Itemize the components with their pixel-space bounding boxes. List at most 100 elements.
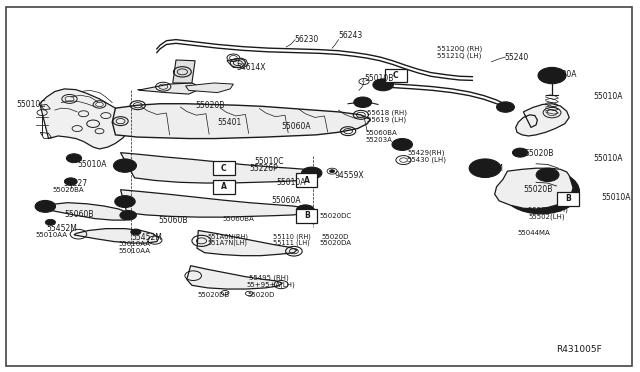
Circle shape xyxy=(301,167,322,179)
Text: 55619 (LH): 55619 (LH) xyxy=(367,116,406,122)
Circle shape xyxy=(513,148,528,157)
Text: 55060B: 55060B xyxy=(65,211,94,219)
Polygon shape xyxy=(74,229,159,243)
Text: 55010C: 55010C xyxy=(17,100,46,109)
Circle shape xyxy=(469,159,501,177)
Text: 55020BA: 55020BA xyxy=(53,187,84,193)
Text: 55010AA: 55010AA xyxy=(36,232,68,238)
Text: A: A xyxy=(304,176,310,185)
Text: 55060A: 55060A xyxy=(271,196,301,205)
Text: 56230: 56230 xyxy=(294,35,318,44)
Polygon shape xyxy=(516,104,569,136)
Text: 55010AA: 55010AA xyxy=(118,248,150,254)
Circle shape xyxy=(35,201,56,212)
FancyBboxPatch shape xyxy=(385,69,406,83)
Circle shape xyxy=(131,229,141,235)
Text: 55020DA: 55020DA xyxy=(319,240,351,246)
Text: 55010C: 55010C xyxy=(254,157,284,166)
Circle shape xyxy=(67,154,82,163)
Text: 55618 (RH): 55618 (RH) xyxy=(367,109,407,116)
Text: 55203A: 55203A xyxy=(365,137,392,143)
Text: 56243: 56243 xyxy=(339,31,363,41)
Text: 55501 (RH): 55501 (RH) xyxy=(529,207,568,213)
Text: 55020B: 55020B xyxy=(525,149,554,158)
Text: 55401: 55401 xyxy=(218,118,242,127)
Circle shape xyxy=(296,205,314,215)
Text: 55060A: 55060A xyxy=(281,122,311,131)
Polygon shape xyxy=(120,190,307,217)
Circle shape xyxy=(330,170,335,173)
Text: 55010A: 55010A xyxy=(602,193,631,202)
Polygon shape xyxy=(120,153,314,183)
Circle shape xyxy=(544,71,560,80)
Text: 55240: 55240 xyxy=(504,52,529,61)
Polygon shape xyxy=(112,104,371,138)
Text: 55060BA: 55060BA xyxy=(223,216,254,222)
Circle shape xyxy=(392,138,412,150)
Text: 55044MA: 55044MA xyxy=(517,230,550,237)
Text: 55020D: 55020D xyxy=(248,292,275,298)
Text: 55020D: 55020D xyxy=(321,234,349,240)
Text: 55044M: 55044M xyxy=(472,164,503,173)
Circle shape xyxy=(536,168,559,182)
Text: 551A7N(LH): 551A7N(LH) xyxy=(208,240,248,246)
Text: 55080A: 55080A xyxy=(548,70,577,79)
Text: R431005F: R431005F xyxy=(557,345,602,354)
Circle shape xyxy=(538,189,545,194)
Text: 55020DB: 55020DB xyxy=(197,292,229,298)
Text: 55227: 55227 xyxy=(63,179,87,187)
Polygon shape xyxy=(138,83,198,94)
Text: 55120Q (RH): 55120Q (RH) xyxy=(437,46,483,52)
Text: 55121Q (LH): 55121Q (LH) xyxy=(437,52,482,59)
Text: 55429(RH): 55429(RH) xyxy=(407,150,445,156)
Text: A: A xyxy=(221,182,227,191)
Text: C: C xyxy=(393,71,399,80)
Polygon shape xyxy=(39,89,131,149)
FancyBboxPatch shape xyxy=(296,209,317,222)
Circle shape xyxy=(45,219,56,225)
Text: 55010A: 55010A xyxy=(276,178,305,187)
Text: 55020B: 55020B xyxy=(195,101,225,110)
Text: 55020B: 55020B xyxy=(524,185,553,194)
Circle shape xyxy=(497,102,515,112)
Circle shape xyxy=(115,196,135,208)
Circle shape xyxy=(522,180,560,203)
Text: 55010B: 55010B xyxy=(364,74,394,83)
Circle shape xyxy=(113,159,136,172)
Text: 55010A: 55010A xyxy=(593,154,623,163)
Polygon shape xyxy=(173,60,195,83)
Text: 55452M: 55452M xyxy=(47,224,77,233)
Polygon shape xyxy=(495,168,573,209)
FancyBboxPatch shape xyxy=(213,161,235,175)
Text: 55111 (LH): 55111 (LH) xyxy=(273,240,310,246)
Text: 55060B: 55060B xyxy=(159,217,188,225)
Circle shape xyxy=(481,166,489,170)
Text: B: B xyxy=(565,195,571,203)
Text: 54614X: 54614X xyxy=(237,63,266,72)
Polygon shape xyxy=(187,266,282,289)
Text: B: B xyxy=(304,211,310,220)
Text: 55060BA: 55060BA xyxy=(365,130,397,136)
Text: 55502(LH): 55502(LH) xyxy=(529,214,565,220)
Text: 55226P: 55226P xyxy=(249,164,278,173)
Circle shape xyxy=(503,169,579,214)
Text: 55010A: 55010A xyxy=(593,92,623,101)
Text: 55495 (RH): 55495 (RH) xyxy=(249,275,289,281)
Text: 55010A: 55010A xyxy=(77,160,107,169)
Polygon shape xyxy=(40,203,131,220)
Text: 55430 (LH): 55430 (LH) xyxy=(407,156,446,163)
FancyBboxPatch shape xyxy=(213,180,235,193)
Polygon shape xyxy=(227,58,248,68)
Circle shape xyxy=(538,67,566,84)
Text: 551A6N(RH): 551A6N(RH) xyxy=(208,234,249,240)
FancyBboxPatch shape xyxy=(296,173,317,187)
Polygon shape xyxy=(197,231,297,256)
Circle shape xyxy=(373,79,394,91)
Text: 55010AA: 55010AA xyxy=(118,241,150,247)
Circle shape xyxy=(65,178,77,185)
Text: 55452M: 55452M xyxy=(131,233,162,243)
Text: 55+95+A(LH): 55+95+A(LH) xyxy=(246,281,295,288)
FancyBboxPatch shape xyxy=(557,192,579,206)
Circle shape xyxy=(354,97,372,108)
Circle shape xyxy=(120,211,136,220)
